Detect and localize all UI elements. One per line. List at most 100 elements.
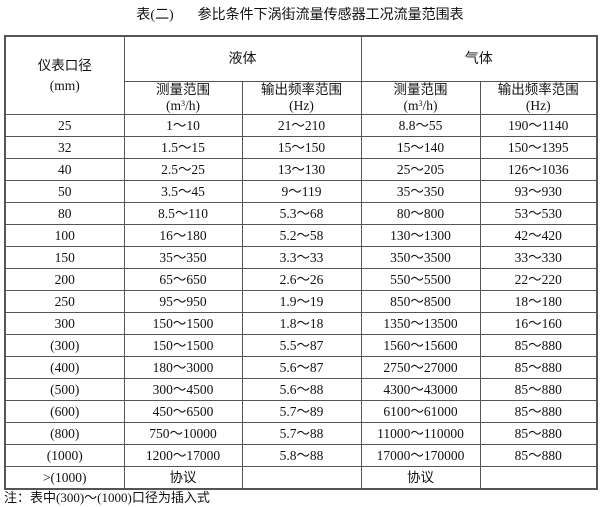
table-cell: (600) — [4, 400, 125, 423]
table-cell — [241, 466, 362, 490]
table-cell: 750～10000 — [123, 422, 243, 445]
table-cell: (300) — [4, 334, 125, 357]
table-row: >(1000) 协议 协议 — [4, 466, 598, 490]
table-cell: 8.8～55 — [360, 114, 481, 137]
table-cell: 25～205 — [360, 158, 481, 181]
table-cell: 3.3～33 — [241, 246, 362, 269]
table-cell: 85～880 — [479, 334, 598, 357]
table-cell: 2.5～25 — [123, 158, 243, 181]
table-cell: 85～880 — [479, 356, 598, 379]
table-cell: 130～1300 — [360, 224, 481, 247]
table-cell: 550～5500 — [360, 268, 481, 291]
table-cell: 85～880 — [479, 400, 598, 423]
table-cell: 5.2～58 — [241, 224, 362, 247]
table-cell: 5.8～88 — [241, 444, 362, 467]
table-cell: 65～650 — [123, 268, 243, 291]
table-cell: 850～8500 — [360, 290, 481, 313]
table-cell: 93～930 — [479, 180, 598, 203]
table-cell: 22～220 — [479, 268, 598, 291]
table-cell: (1000) — [4, 444, 125, 467]
table-cell: 13～130 — [241, 158, 362, 181]
table-cell: 1200～17000 — [123, 444, 243, 467]
table-cell: 40 — [4, 158, 125, 181]
liquid-header: 液体 — [123, 35, 362, 82]
table-cell: 1.9～19 — [241, 290, 362, 313]
table-row: 200 65～650 2.6～26 550～5500 22～220 — [4, 268, 598, 291]
table-cell: 5.5～87 — [241, 334, 362, 357]
table-row: 150 35～350 3.3～33 350～3500 33～330 — [4, 246, 598, 269]
table-cell: 350～3500 — [360, 246, 481, 269]
table-cell: 16～180 — [123, 224, 243, 247]
flow-range-table: 仪表口径 (mm) 液体 气体 测量范围 (m3/h) 输出频率范围 (Hz) 测量范围(… — [4, 35, 598, 490]
table-cell: 85～880 — [479, 444, 598, 467]
table-cell: 2750～27000 — [360, 356, 481, 379]
diameter-header: 仪表口径 (mm) — [4, 35, 125, 115]
table-cell — [479, 466, 598, 490]
table-cell: 16～160 — [479, 312, 598, 335]
table-cell: 300 — [4, 312, 125, 335]
table-cell: 1.5～15 — [123, 136, 243, 159]
table-cell: (400) — [4, 356, 125, 379]
table-row: (400) 180～3000 5.6～87 2750～27000 85～880 — [4, 356, 598, 379]
table-cell: 9～119 — [241, 180, 362, 203]
table-cell: 180～3000 — [123, 356, 243, 379]
table-cell: 6100～61000 — [360, 400, 481, 423]
table-cell: 1.8～18 — [241, 312, 362, 335]
table-row: 80 8.5～110 5.3～68 80～800 53～530 — [4, 202, 598, 225]
table-cell: 35～350 — [360, 180, 481, 203]
sub-header: 测量范围 (m3/h) — [123, 81, 243, 115]
table-row: (600) 450～6500 5.7～89 6100～61000 85～880 — [4, 400, 598, 423]
table-cell: 42～420 — [479, 224, 598, 247]
table-cell: 150～1500 — [123, 334, 243, 357]
table-cell: 15～150 — [241, 136, 362, 159]
sub-header: 输出频率范围 (Hz) — [479, 81, 598, 115]
table-cell: 1350～13500 — [360, 312, 481, 335]
table-cell: 35～350 — [123, 246, 243, 269]
table-cell: 25 — [4, 114, 125, 137]
table-row: (1000) 1200～17000 5.8～88 17000～170000 85～880 — [4, 444, 598, 467]
table-cell: 5.6～88 — [241, 378, 362, 401]
table-cell: 32 — [4, 136, 125, 159]
table-row: (500) 300～4500 5.6～88 4300～43000 85～880 — [4, 378, 598, 401]
table-row: 50 3.5～45 9～119 35～350 93～930 — [4, 180, 598, 203]
table-cell: >(1000) — [4, 466, 125, 490]
table-cell: 80 — [4, 202, 125, 225]
table-cell: 5.7～88 — [241, 422, 362, 445]
table-cell: 3.5～45 — [123, 180, 243, 203]
table-cell: 11000～110000 — [360, 422, 481, 445]
table-cell: (500) — [4, 378, 125, 401]
table-cell: 5.3～68 — [241, 202, 362, 225]
table-cell: 100 — [4, 224, 125, 247]
table-row: 250 95～950 1.9～19 850～8500 18～180 — [4, 290, 598, 313]
table-cell: 50 — [4, 180, 125, 203]
table-number: 表(二) — [136, 8, 174, 23]
table-cell: 4300～43000 — [360, 378, 481, 401]
table-cell: 200 — [4, 268, 125, 291]
table-cell: 协议 — [123, 466, 243, 490]
table-cell: 126～1036 — [479, 158, 598, 181]
table-cell: 85～880 — [479, 378, 598, 401]
table-cell: 53～530 — [479, 202, 598, 225]
table-cell: 1560～15600 — [360, 334, 481, 357]
table-cell: (800) — [4, 422, 125, 445]
table-cell: 300～4500 — [123, 378, 243, 401]
table-cell: 协议 — [360, 466, 481, 490]
table-cell: 33～330 — [479, 246, 598, 269]
table-cell: 2.6～26 — [241, 268, 362, 291]
table-cell: 250 — [4, 290, 125, 313]
table-title: 表(二) 参比条件下涡街流量传感器工况流量范围表 — [0, 4, 600, 24]
table-cell: 450～6500 — [123, 400, 243, 423]
table-cell: 18～180 — [479, 290, 598, 313]
table-row: (800) 750～10000 5.7～88 11000～110000 85～880 — [4, 422, 598, 445]
table-row: 100 16～180 5.2～58 130～1300 42～420 — [4, 224, 598, 247]
table-cell: 150 — [4, 246, 125, 269]
table-cell: 80～800 — [360, 202, 481, 225]
table-cell: 95～950 — [123, 290, 243, 313]
table-cell: 150～1500 — [123, 312, 243, 335]
table-cell: 17000～170000 — [360, 444, 481, 467]
table-cell: 5.7～89 — [241, 400, 362, 423]
table-cell: 190～1140 — [479, 114, 598, 137]
table-note: 注：表中(300)～(1000)口径为插入式 — [4, 490, 210, 505]
table-cell: 15～140 — [360, 136, 481, 159]
table-cell: 85～880 — [479, 422, 598, 445]
